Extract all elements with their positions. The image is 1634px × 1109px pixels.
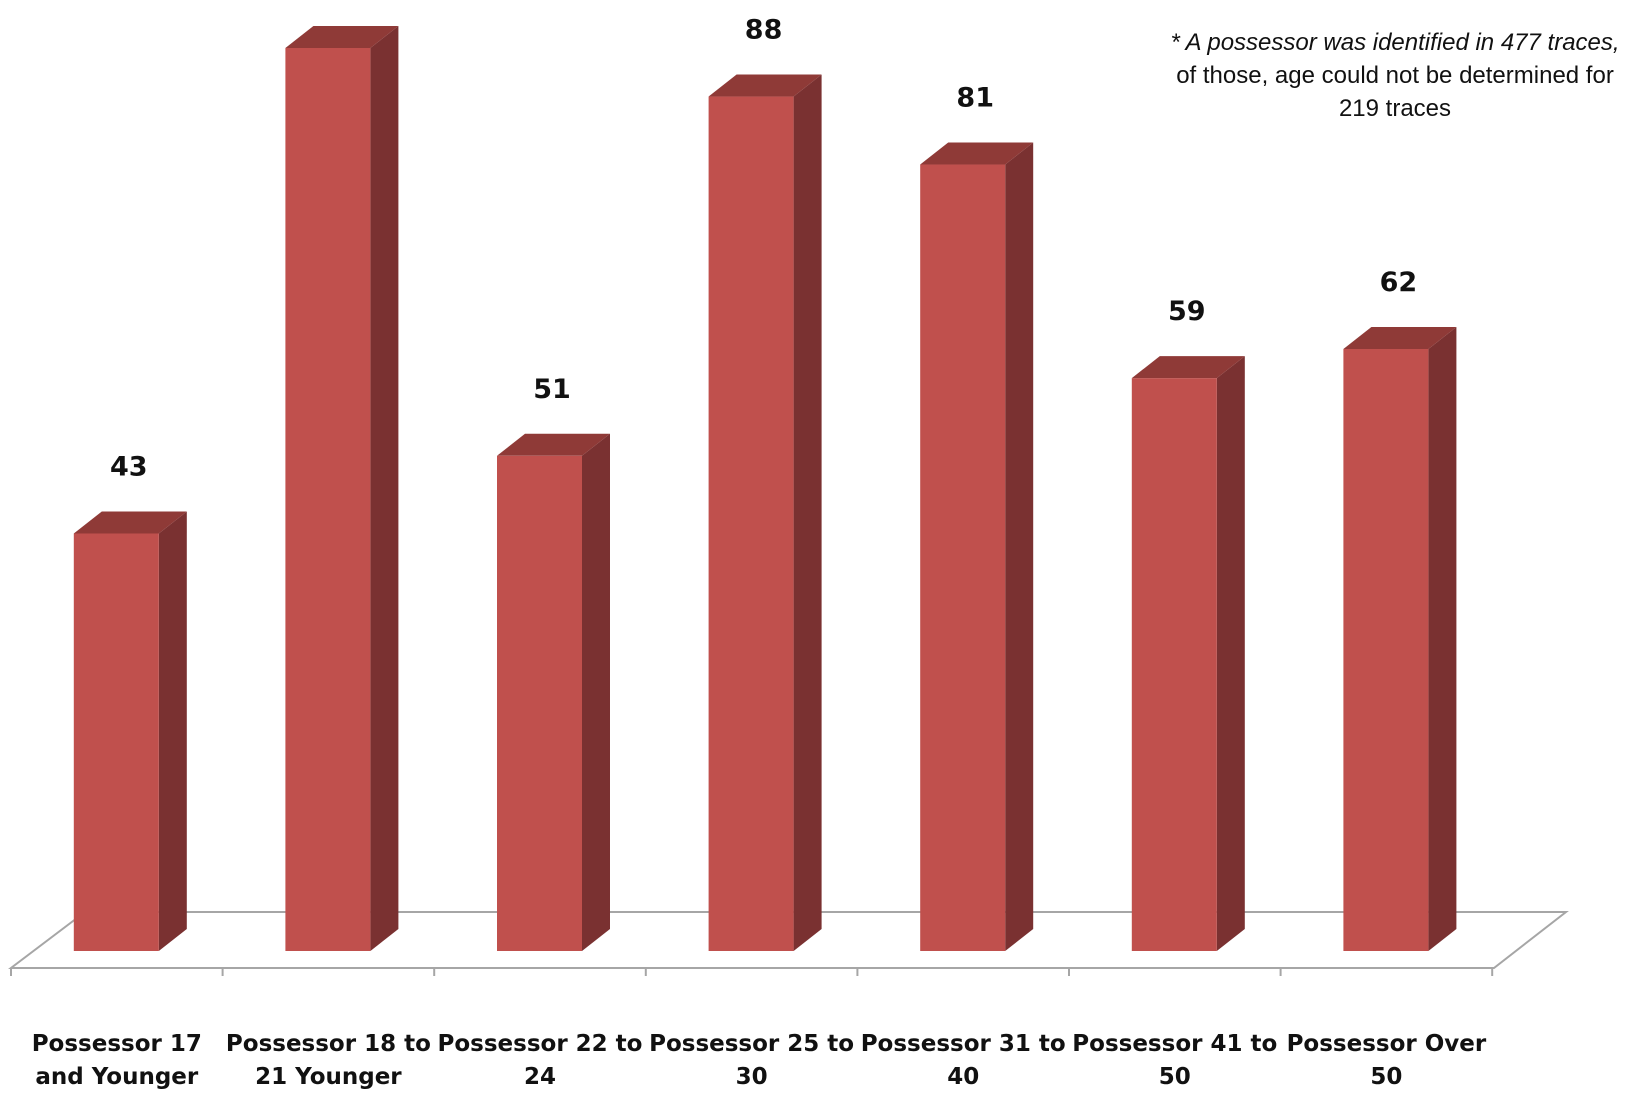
bar-top — [73, 511, 187, 534]
bar-side — [158, 511, 187, 951]
bar-series — [73, 26, 1457, 952]
bar-front — [1343, 349, 1429, 951]
category-labels: Possessor 17 and Younger Possessor 18 to 21… — [32, 1031, 1487, 1090]
data-labels: 43935188815962 — [110, 15, 1418, 483]
bar — [73, 511, 187, 951]
bar — [285, 26, 399, 951]
bar-top — [285, 26, 399, 48]
bar-top — [1343, 327, 1457, 349]
bar-top — [497, 433, 610, 456]
bar-side — [582, 433, 610, 951]
category-label: 40 — [947, 1064, 979, 1090]
bar-top — [1131, 356, 1245, 379]
category-label: Possessor 18 to — [226, 1031, 431, 1057]
data-label: 43 — [110, 451, 148, 482]
bar — [708, 74, 822, 951]
category-label: 21 Younger — [255, 1064, 402, 1090]
category-label: 24 — [524, 1064, 556, 1090]
bar — [1343, 327, 1457, 951]
category-label: Possessor 17 — [32, 1031, 202, 1057]
category-label: 50 — [1370, 1064, 1402, 1090]
bar-front — [285, 48, 371, 951]
data-label: 51 — [533, 374, 571, 405]
footnote-regular: of those, age could not be determined fo… — [1176, 62, 1614, 122]
data-label: 81 — [956, 83, 994, 114]
data-label: 88 — [745, 15, 783, 46]
category-label: Possessor 41 to — [1072, 1031, 1277, 1057]
data-label: 62 — [1380, 267, 1418, 298]
footnote-italic: * A possessor was identified in 477 trac… — [1170, 29, 1620, 56]
bar-top — [920, 142, 1034, 165]
footnote-annotation: * A possessor was identified in 477 trac… — [1160, 26, 1630, 125]
bar-side — [1216, 356, 1245, 951]
bar-side — [1005, 142, 1034, 952]
bar-front — [708, 96, 794, 951]
category-label: and Younger — [35, 1064, 199, 1090]
category-label: Possessor 22 to — [438, 1031, 643, 1057]
bar — [920, 142, 1034, 952]
bar — [497, 433, 610, 951]
bar-top — [708, 74, 822, 97]
category-label: 30 — [736, 1064, 768, 1090]
bar-side — [370, 26, 399, 951]
category-label: Possessor Over — [1287, 1031, 1487, 1057]
bar-side — [793, 74, 822, 951]
bar-front — [73, 533, 159, 951]
bar-front — [920, 164, 1006, 952]
data-label: 59 — [1168, 296, 1206, 327]
category-label: Possessor 31 to — [861, 1031, 1066, 1057]
bar-side — [1428, 327, 1457, 951]
chart-floor — [8, 911, 1569, 976]
category-label: 50 — [1159, 1064, 1191, 1090]
bar-front — [1131, 378, 1217, 951]
bar-front — [497, 455, 582, 951]
bar — [1131, 356, 1245, 951]
category-label: Possessor 25 to — [649, 1031, 854, 1057]
floor-outline — [8, 911, 1569, 969]
